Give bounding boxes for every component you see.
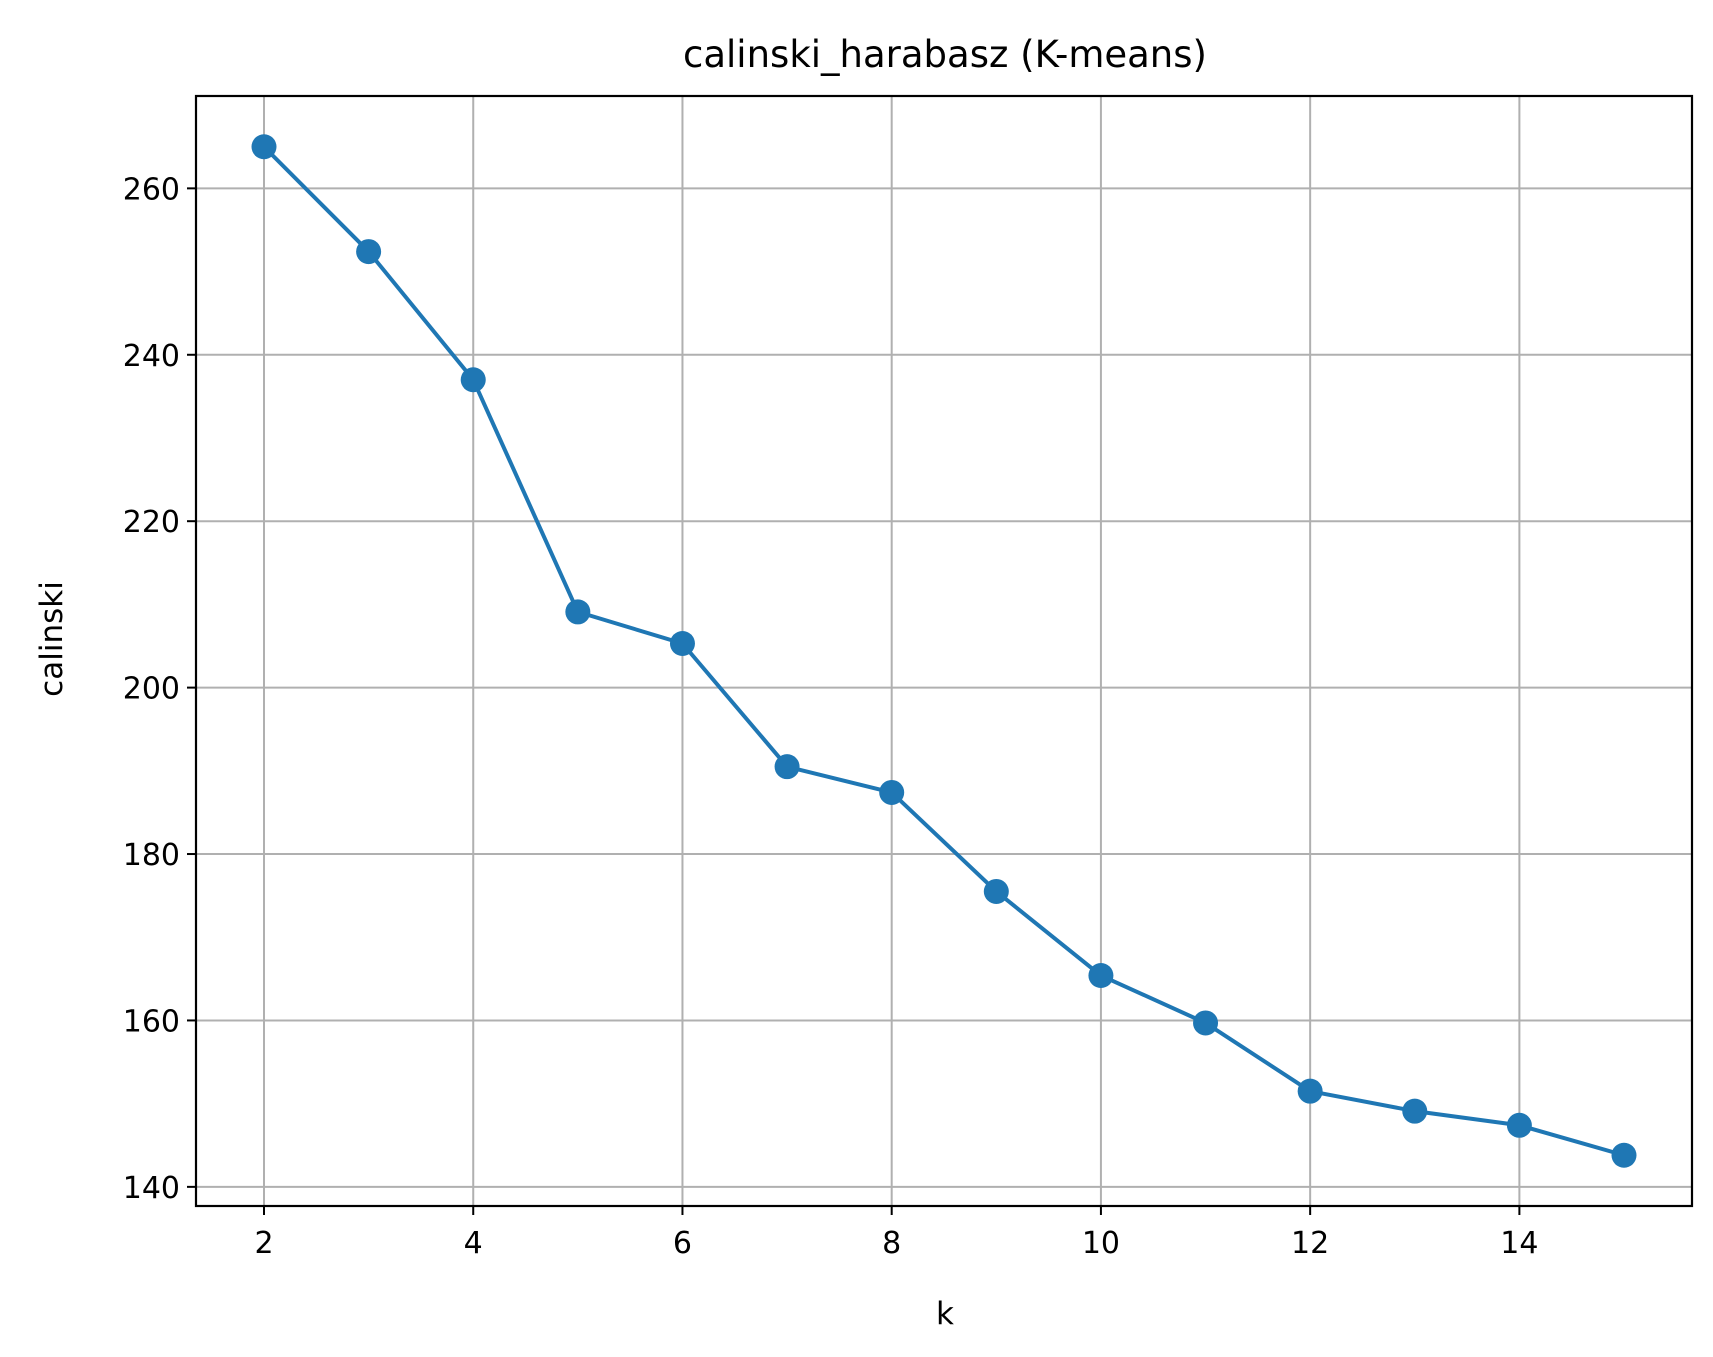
plot-frame	[194, 94, 1694, 1208]
grid	[196, 96, 1692, 1206]
data-point	[356, 239, 382, 265]
data-point	[460, 367, 486, 393]
y-axis-label: calinski	[34, 581, 70, 697]
data-point	[1506, 1112, 1532, 1138]
series-line	[262, 145, 1625, 1158]
x-tick-label: 14	[1500, 1226, 1538, 1261]
y-tick-label: 160	[123, 1004, 180, 1039]
data-point	[1193, 1010, 1219, 1036]
x-tick-label: 8	[882, 1226, 901, 1261]
data-point	[1611, 1142, 1637, 1168]
data-point	[565, 599, 591, 625]
series-layer	[251, 134, 1637, 1168]
x-tick-label: 2	[254, 1226, 273, 1261]
ticks: 2 4 6 8 10 12 14 140 160 180 200 220 240 260	[123, 172, 1539, 1261]
x-axis-label: k	[936, 1296, 954, 1332]
data-point	[1402, 1098, 1428, 1124]
data-point	[669, 631, 695, 657]
x-tick-label: 4	[464, 1226, 483, 1261]
y-tick-label: 200	[123, 672, 180, 707]
x-tick-label: 6	[673, 1226, 692, 1261]
y-tick-label: 240	[123, 339, 180, 374]
chart-title: calinski_harabasz (K-means)	[683, 33, 1207, 76]
data-point	[251, 134, 277, 160]
y-tick-label: 260	[123, 172, 180, 207]
y-tick-label: 220	[123, 505, 180, 540]
data-point	[983, 878, 1009, 904]
x-tick-label: 10	[1082, 1226, 1120, 1261]
data-point	[1088, 963, 1114, 989]
x-tick-label: 12	[1291, 1226, 1329, 1261]
data-point	[774, 754, 800, 780]
data-point	[1297, 1078, 1323, 1104]
data-point	[879, 779, 905, 805]
y-tick-label: 140	[123, 1171, 180, 1206]
y-tick-label: 180	[123, 838, 180, 873]
